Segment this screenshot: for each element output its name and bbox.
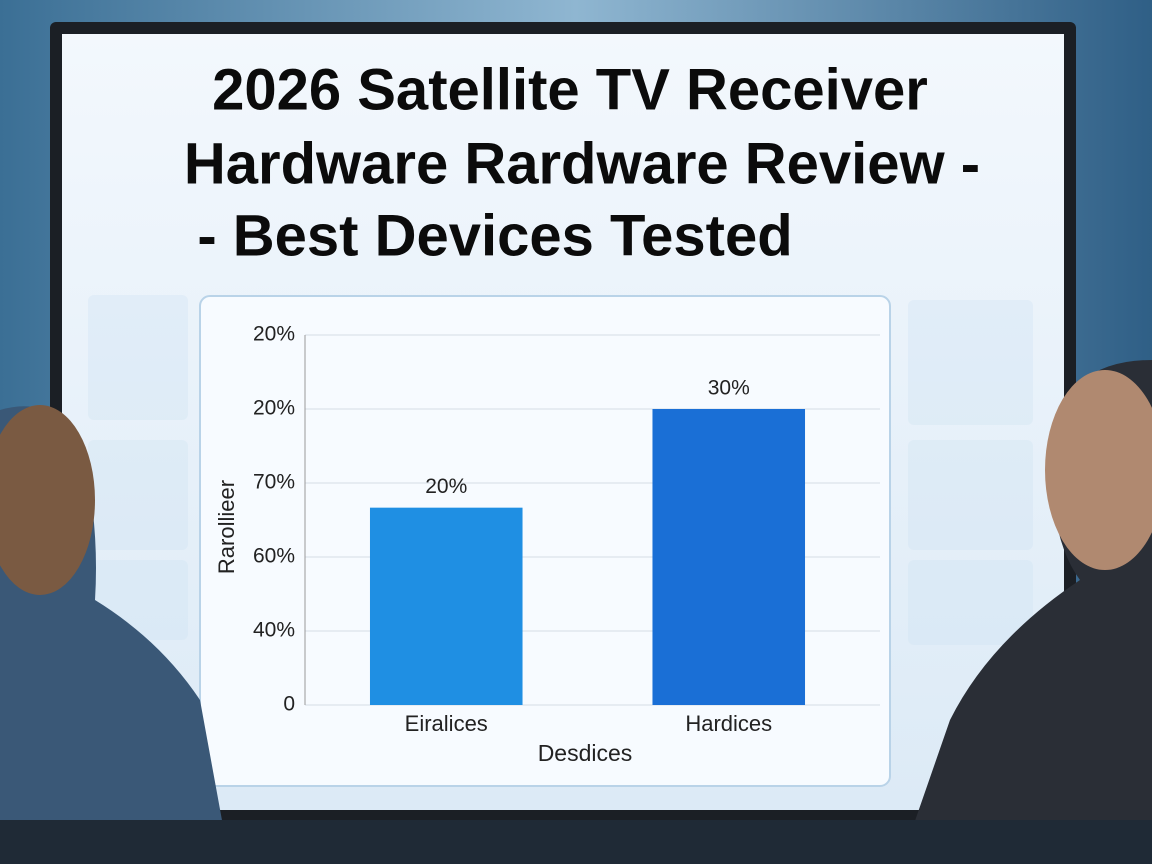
- chart-title: Hardware Rardware Review -: [184, 131, 980, 196]
- y-tick-label: 20%: [253, 397, 295, 420]
- data-label: 30%: [708, 377, 750, 400]
- bar: [369, 507, 523, 705]
- y-tick-label: 20%: [253, 323, 295, 346]
- x-tick-label: Hardices: [685, 711, 772, 736]
- x-tick-label: Eiralices: [405, 711, 488, 736]
- y-tick-label: 40%: [253, 619, 295, 642]
- y-tick-label: 70%: [253, 471, 295, 494]
- person-right-head: [1045, 370, 1152, 570]
- y-axis-label: Rarollieer: [214, 480, 239, 574]
- bar: [652, 409, 806, 705]
- chart-title: 2026 Satellite TV Receiver: [212, 57, 928, 122]
- x-axis-label: Desdices: [538, 740, 633, 766]
- y-tick-label: 0: [283, 693, 295, 716]
- desk: [0, 820, 1152, 864]
- decor-panels: [88, 295, 1033, 645]
- data-label: 20%: [425, 475, 467, 498]
- person-left-head: [0, 405, 95, 595]
- chart-title: - Best Devices Tested: [197, 203, 792, 268]
- y-tick-label: 60%: [253, 545, 295, 568]
- plot: 0 40% 60% 70% 20% 20% Eiralices 20% Hardices 30%: [253, 323, 880, 736]
